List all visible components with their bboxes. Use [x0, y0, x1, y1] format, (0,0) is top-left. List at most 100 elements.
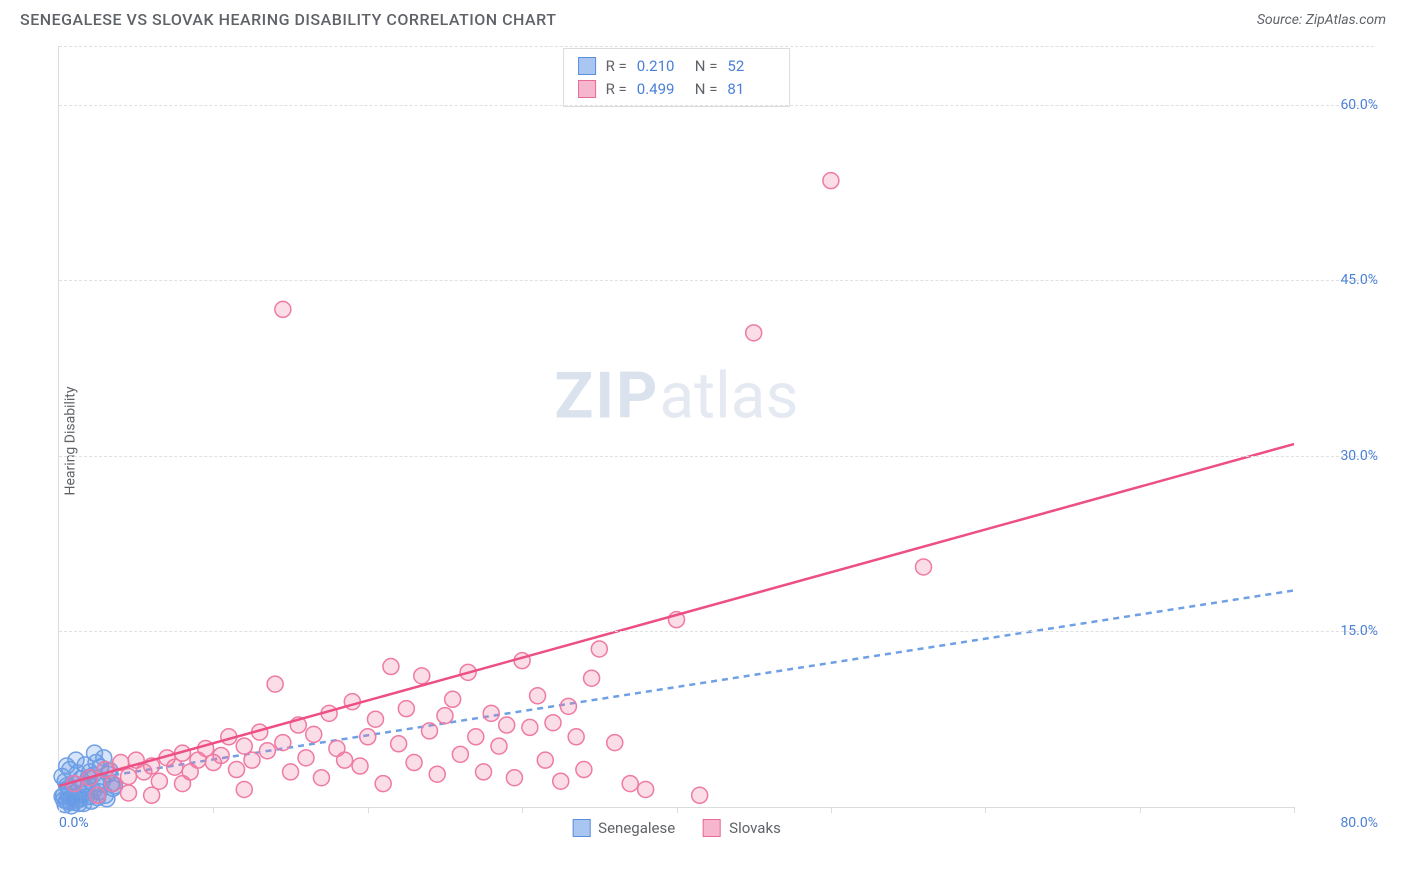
scatter-point [545, 715, 561, 731]
stat-n-label: N = [695, 78, 718, 101]
chart-title: SENEGALESE VS SLOVAK HEARING DISABILITY … [20, 10, 556, 29]
plot-region: ZIPatlas R =0.210N =52R =0.499N =81 0.0%… [58, 46, 1294, 808]
trend-line [59, 444, 1294, 786]
scatter-point [275, 735, 291, 751]
scatter-point [553, 773, 569, 789]
scatter-point [746, 325, 762, 341]
source-attribution: Source: ZipAtlas.com [1257, 12, 1386, 28]
scatter-point [591, 641, 607, 657]
series-swatch [578, 80, 596, 98]
y-tick-label: 15.0% [1340, 623, 1378, 639]
y-tick-label: 60.0% [1340, 97, 1378, 113]
scatter-point [622, 776, 638, 792]
gridline [59, 631, 1374, 632]
scatter-point [391, 736, 407, 752]
scatter-point [59, 758, 75, 774]
scatter-point [313, 770, 329, 786]
scatter-point [144, 787, 160, 803]
scatter-point [530, 688, 546, 704]
scatter-point [916, 559, 932, 575]
scatter-point [306, 726, 322, 742]
scatter-point [105, 776, 121, 792]
legend-item: Senegalese [572, 819, 675, 837]
legend: Senegalese Slovaks [572, 819, 781, 837]
stat-n-label: N = [695, 55, 718, 78]
scatter-point [483, 705, 499, 721]
scatter-point [607, 735, 623, 751]
scatter-point [414, 668, 430, 684]
scatter-point [445, 691, 461, 707]
scatter-point [537, 752, 553, 768]
stat-r-label: R = [606, 78, 627, 101]
stat-r-label: R = [606, 55, 627, 78]
x-tick [522, 807, 523, 813]
scatter-point [120, 769, 136, 785]
stat-n-value: 81 [727, 78, 775, 101]
gridline [59, 456, 1374, 457]
gridline [59, 105, 1374, 106]
scatter-point [437, 708, 453, 724]
scatter-point [360, 729, 376, 745]
stat-r-value: 0.499 [637, 78, 685, 101]
scatter-point [576, 762, 592, 778]
scatter-point [422, 723, 438, 739]
scatter-point [522, 719, 538, 735]
legend-swatch [572, 819, 590, 837]
scatter-point [429, 766, 445, 782]
x-tick [1140, 807, 1141, 813]
scatter-point [468, 729, 484, 745]
scatter-point [244, 752, 260, 768]
scatter-point [823, 173, 839, 189]
y-tick-label: 45.0% [1340, 272, 1378, 288]
scatter-point [383, 659, 399, 675]
stats-row: R = 0.210 N = 52 [578, 55, 776, 78]
scatter-point [337, 752, 353, 768]
scatter-point [352, 758, 368, 774]
scatter-point [259, 743, 275, 759]
scatter-point [65, 792, 81, 808]
x-tick [59, 807, 60, 813]
scatter-point [375, 776, 391, 792]
scatter-point [236, 781, 252, 797]
stats-row: R = 0.499 N = 81 [578, 78, 776, 101]
x-tick [213, 807, 214, 813]
stat-r-value: 0.210 [637, 55, 685, 78]
scatter-point [283, 764, 299, 780]
x-tick [677, 807, 678, 813]
scatter-point [506, 770, 522, 786]
scatter-point [568, 729, 584, 745]
scatter-point [491, 738, 507, 754]
scatter-point [120, 785, 136, 801]
x-tick [985, 807, 986, 813]
scatter-point [398, 701, 414, 717]
legend-label: Slovaks [729, 819, 781, 837]
legend-label: Senegalese [598, 819, 675, 837]
scatter-point [499, 717, 515, 733]
scatter-point [476, 764, 492, 780]
gridline [59, 46, 1374, 47]
scatter-point [90, 787, 106, 803]
stat-n-value: 52 [727, 55, 775, 78]
x-tick [1294, 807, 1295, 813]
chart-area: Hearing Disability ZIPatlas R =0.210N =5… [22, 40, 1386, 842]
scatter-point [584, 670, 600, 686]
scatter-point [229, 762, 245, 778]
plot-svg [59, 46, 1294, 807]
scatter-point [213, 747, 229, 763]
gridline [59, 280, 1374, 281]
scatter-point [560, 698, 576, 714]
x-axis-origin-label: 0.0% [59, 815, 89, 831]
scatter-point [298, 750, 314, 766]
scatter-point [692, 787, 708, 803]
x-tick [368, 807, 369, 813]
legend-swatch [703, 819, 721, 837]
scatter-point [275, 301, 291, 317]
legend-item: Slovaks [703, 819, 781, 837]
scatter-point [367, 711, 383, 727]
x-tick [831, 807, 832, 813]
scatter-point [267, 676, 283, 692]
y-tick-label: 30.0% [1340, 448, 1378, 464]
stats-legend-box: R = 0.210 N = 52 R = 0.499 N = 81 [563, 48, 791, 107]
scatter-point [175, 776, 191, 792]
series-swatch [578, 57, 596, 75]
